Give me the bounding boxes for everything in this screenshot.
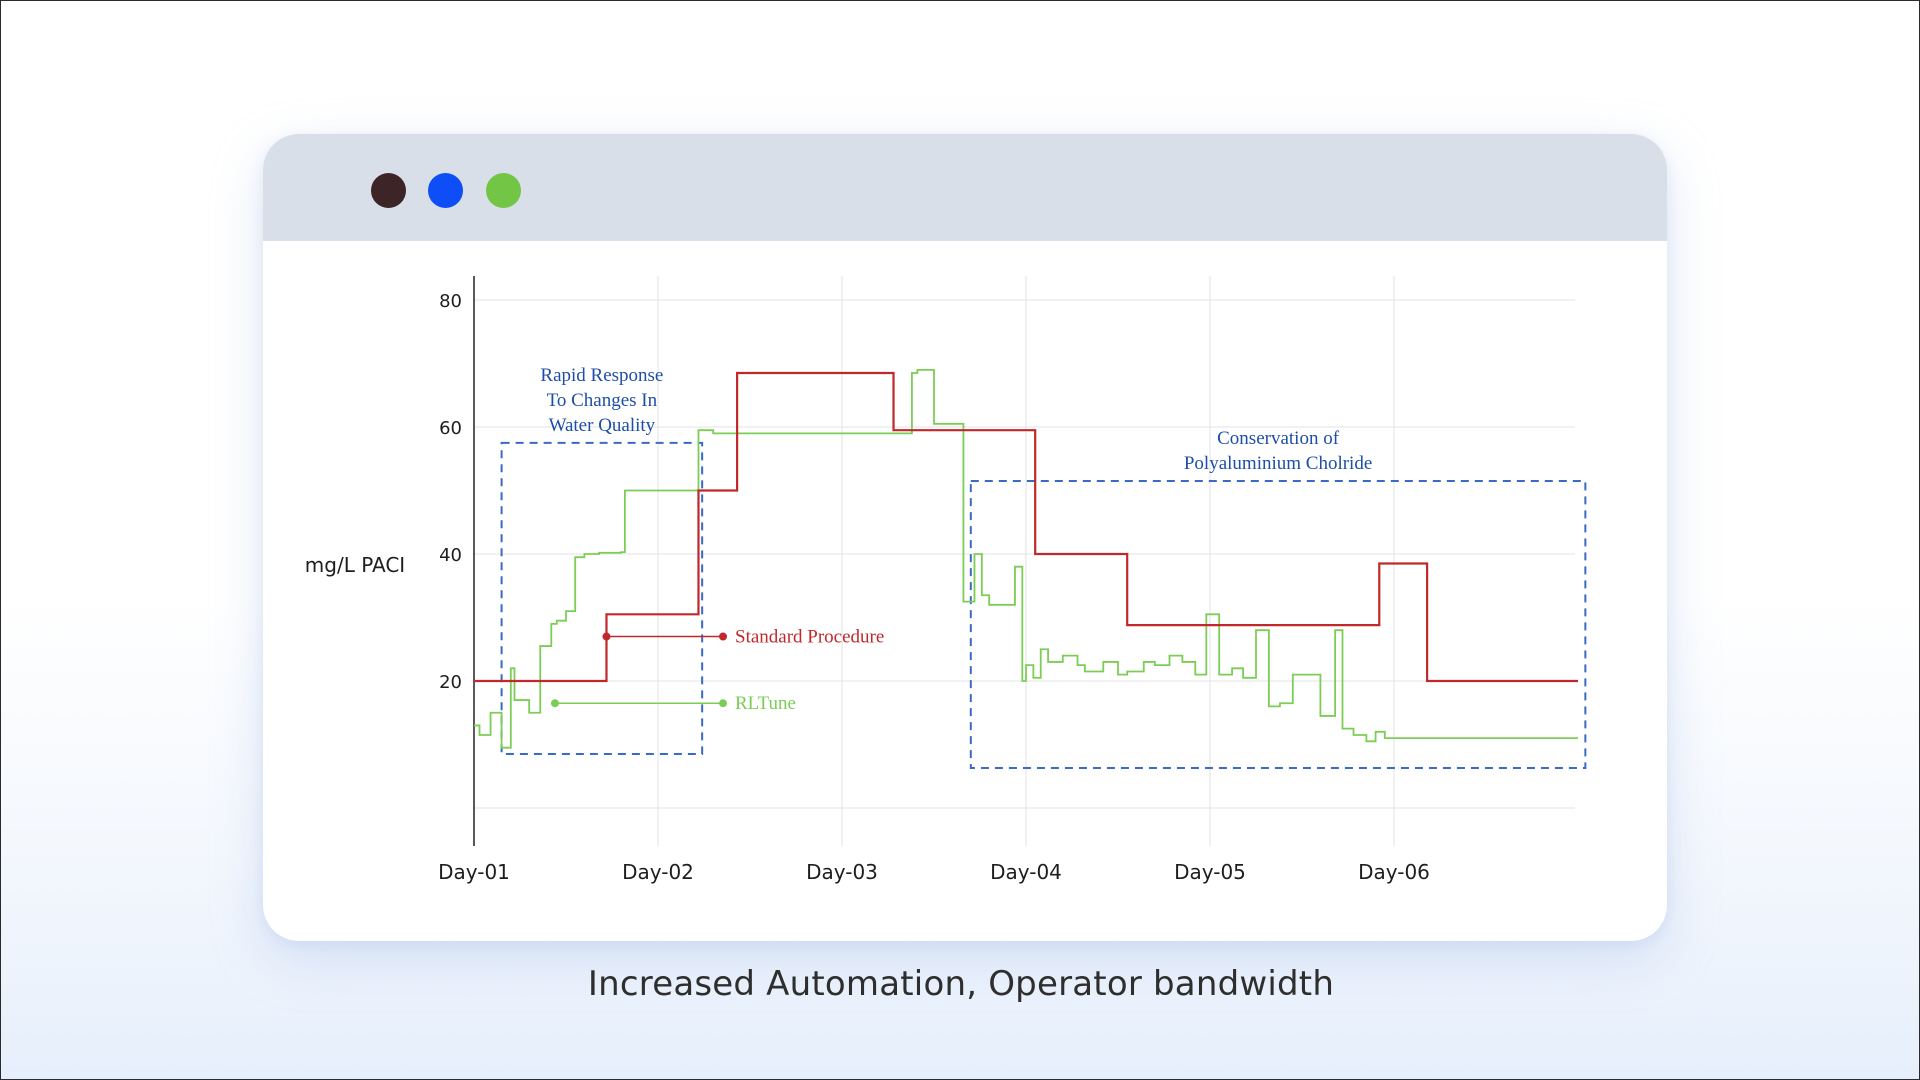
series-line-rltune: [474, 368, 1578, 749]
annotation-box: [969, 479, 1587, 769]
x-tick-label: Day-02: [622, 860, 694, 884]
legend-pointer-dot: [550, 699, 559, 708]
annotation-text: To Changes In: [547, 390, 658, 411]
y-tick-label: 20: [439, 672, 462, 693]
slide-caption: Increased Automation, Operator bandwidth: [587, 964, 1335, 1004]
legend-marker: [719, 632, 727, 641]
y-tick-label: 40: [439, 545, 462, 566]
annotation-box: [500, 441, 704, 756]
legend-marker: [719, 699, 727, 708]
x-tick-label: Day-06: [1358, 860, 1430, 884]
y-axis-label: mg/L PACI: [305, 553, 405, 577]
legend-pointer-dot: [602, 632, 611, 641]
x-tick-label: Day-04: [990, 860, 1062, 884]
legend-label: Standard Procedure: [735, 627, 884, 648]
x-tick-label: Day-03: [806, 860, 878, 884]
y-tick-label: 60: [439, 418, 462, 439]
window-titlebar: [263, 134, 1667, 241]
annotation-text: Water Quality: [549, 415, 656, 436]
close-window-button[interactable]: [371, 173, 406, 208]
minimize-window-button[interactable]: [428, 173, 463, 208]
y-tick-label: 80: [439, 291, 462, 312]
x-tick-label: Day-01: [438, 860, 510, 884]
series-line-standard-procedure: [474, 371, 1578, 683]
app-window: [263, 134, 1667, 941]
legend-label: RLTune: [735, 693, 796, 714]
annotation-text: Rapid Response: [540, 365, 663, 386]
maximize-window-button[interactable]: [486, 173, 521, 208]
annotation-text: Polyaluminium Cholride: [1184, 453, 1372, 474]
annotation-text: Conservation of: [1217, 428, 1340, 449]
x-tick-label: Day-05: [1174, 860, 1246, 884]
